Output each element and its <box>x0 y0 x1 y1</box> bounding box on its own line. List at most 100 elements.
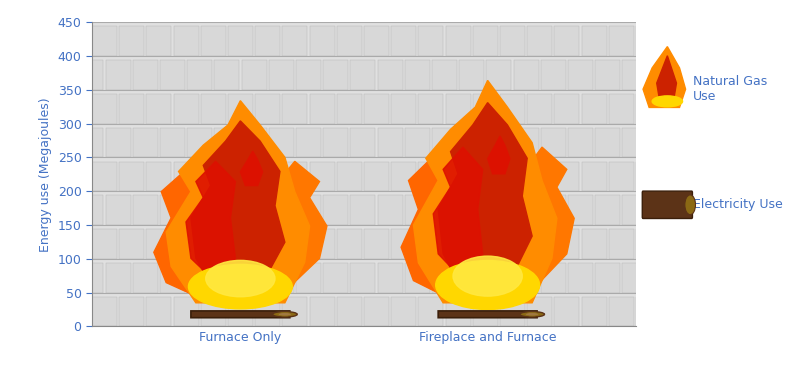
Bar <box>527 94 552 124</box>
Polygon shape <box>438 103 532 298</box>
Bar <box>78 60 103 90</box>
Bar <box>595 195 620 225</box>
Polygon shape <box>643 47 686 108</box>
Text: Natural Gas
Use: Natural Gas Use <box>693 75 767 103</box>
Bar <box>459 60 484 90</box>
Bar <box>500 94 525 124</box>
Ellipse shape <box>278 313 292 316</box>
Bar <box>310 229 334 259</box>
Bar <box>133 263 158 293</box>
Bar <box>296 128 321 157</box>
Bar <box>119 161 144 191</box>
Bar <box>146 161 171 191</box>
Bar <box>405 60 430 90</box>
Polygon shape <box>488 136 510 174</box>
Bar <box>282 26 307 56</box>
Bar <box>568 60 593 90</box>
Bar <box>242 195 266 225</box>
Bar <box>146 26 171 56</box>
Bar <box>255 26 280 56</box>
Bar <box>296 195 321 225</box>
Bar <box>595 60 620 90</box>
Bar <box>269 263 294 293</box>
FancyBboxPatch shape <box>191 311 290 318</box>
Bar <box>133 128 158 157</box>
Bar <box>609 26 634 56</box>
Bar <box>310 161 334 191</box>
Bar <box>527 26 552 56</box>
Bar <box>405 263 430 293</box>
Bar <box>459 195 484 225</box>
Polygon shape <box>253 161 327 303</box>
Polygon shape <box>186 161 235 293</box>
Bar <box>636 229 661 259</box>
Bar <box>622 128 647 157</box>
Bar <box>554 26 579 56</box>
Bar <box>350 128 375 157</box>
Bar <box>554 229 579 259</box>
Bar <box>486 60 511 90</box>
Y-axis label: Energy use (Megajoules): Energy use (Megajoules) <box>39 97 52 252</box>
Bar <box>582 229 606 259</box>
Bar <box>106 195 130 225</box>
Bar <box>146 94 171 124</box>
Bar <box>364 26 389 56</box>
Polygon shape <box>191 121 285 299</box>
Bar <box>201 229 226 259</box>
Bar <box>486 195 511 225</box>
Bar <box>432 263 457 293</box>
Bar <box>500 229 525 259</box>
Ellipse shape <box>453 256 522 296</box>
Bar <box>310 94 334 124</box>
Bar <box>337 94 362 124</box>
Bar <box>418 297 443 326</box>
Bar <box>255 161 280 191</box>
Bar <box>622 60 647 90</box>
Bar <box>269 195 294 225</box>
Bar <box>146 297 171 326</box>
Bar <box>554 161 579 191</box>
Bar <box>160 195 185 225</box>
Bar <box>242 128 266 157</box>
Bar <box>282 94 307 124</box>
Bar <box>174 229 198 259</box>
Bar <box>255 229 280 259</box>
Bar <box>568 128 593 157</box>
Bar <box>323 128 348 157</box>
Ellipse shape <box>652 96 682 107</box>
Bar <box>636 94 661 124</box>
Bar <box>214 60 239 90</box>
Bar <box>609 297 634 326</box>
Bar <box>527 229 552 259</box>
Bar <box>78 195 103 225</box>
Bar <box>391 229 416 259</box>
Bar <box>269 128 294 157</box>
Bar <box>364 297 389 326</box>
Bar <box>133 60 158 90</box>
Bar <box>106 60 130 90</box>
Bar <box>391 161 416 191</box>
Bar <box>187 60 212 90</box>
Bar <box>187 195 212 225</box>
Bar <box>378 128 402 157</box>
Bar <box>119 297 144 326</box>
Bar <box>446 161 470 191</box>
Bar <box>500 161 525 191</box>
Bar <box>500 26 525 56</box>
Bar <box>92 26 117 56</box>
Bar <box>446 229 470 259</box>
Bar <box>582 26 606 56</box>
Bar <box>418 26 443 56</box>
Polygon shape <box>657 56 677 101</box>
Bar <box>187 128 212 157</box>
Bar <box>432 128 457 157</box>
Bar <box>514 128 538 157</box>
Bar <box>228 161 253 191</box>
Bar <box>446 94 470 124</box>
Bar <box>228 94 253 124</box>
Bar <box>228 297 253 326</box>
Ellipse shape <box>436 260 539 309</box>
Bar <box>636 161 661 191</box>
Bar <box>514 263 538 293</box>
Bar <box>391 297 416 326</box>
